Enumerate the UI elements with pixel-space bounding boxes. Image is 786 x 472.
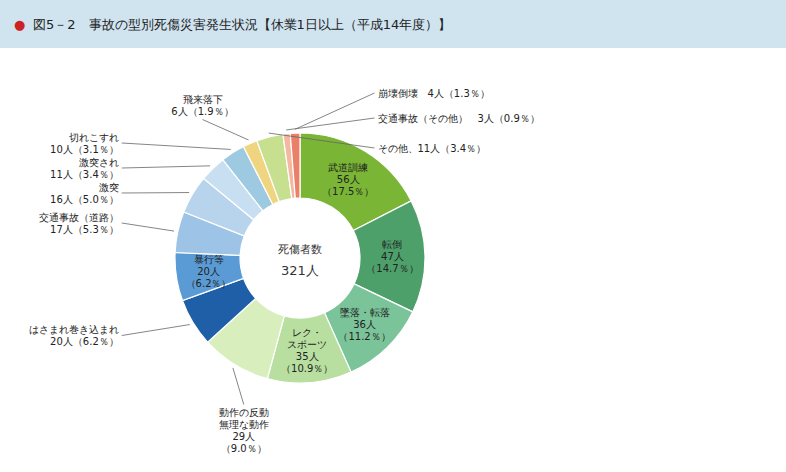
center-label: 死傷者数 (278, 243, 322, 256)
center-label: 321人 (281, 263, 319, 278)
leader-line (295, 93, 375, 129)
donut-wedge (182, 278, 255, 342)
data-label: 転倒47人（14.7％） (366, 239, 418, 274)
data-label: 墜落・転落36人（11.2％） (338, 307, 390, 342)
leader-line (286, 118, 374, 130)
data-label: その他、11人（3.4％） (378, 143, 487, 154)
title-bullet: ● (14, 17, 25, 32)
data-label: 激突され11人（3.4％） (50, 157, 119, 180)
chart-title: 図5－2 事故の型別死傷災害発生状況【休業1日以上（平成14年度）】 (33, 17, 451, 32)
data-label: 飛来落下6人（1.9％） (171, 94, 233, 117)
data-label: 交通事故（その他） 3人（0.9％） (378, 113, 540, 124)
title-bar (0, 0, 786, 48)
data-label: レク・スポーツ35人（10.9％） (281, 327, 333, 374)
data-label: 暴行等20人（6.2％） (186, 254, 232, 289)
chart-svg: ● 図5－2 事故の型別死傷災害発生状況【休業1日以上（平成14年度）】死傷者数 3… (0, 0, 786, 472)
donut-wedge (175, 252, 244, 300)
leader-lines (122, 93, 375, 405)
data-labels: 武道訓練56人（17.5％） 転倒47人（14.7％） 墜落・転落36人（11.2％… (29, 88, 540, 455)
donut-wedges (175, 133, 425, 383)
data-label: 切れこすれ10人（3.1％） (50, 132, 119, 155)
leader-line (122, 192, 189, 193)
donut-wedge (290, 133, 300, 198)
data-label: 動作の反動無理な動作29人（9.0％） (219, 407, 269, 454)
data-label: 激突16人（5.0％） (50, 182, 119, 205)
data-label: はさまれ巻き込まれ20人（6.2％） (29, 324, 119, 347)
leader-line (122, 166, 210, 168)
leader-line (233, 368, 244, 405)
leader-line (122, 325, 190, 336)
data-label: 交通事故（道路）17人（5.3％） (39, 212, 119, 235)
chart-container: ● 図5－2 事故の型別死傷災害発生状況【休業1日以上（平成14年度）】死傷者数 3… (0, 0, 786, 472)
leader-line (269, 133, 375, 148)
leader-line (203, 120, 249, 140)
data-label: 武道訓練56人（17.5％） (322, 162, 374, 197)
leader-line (122, 223, 174, 231)
leader-line (122, 143, 231, 149)
data-label: 崩壊倒壊 4人（1.3％） (378, 88, 490, 99)
